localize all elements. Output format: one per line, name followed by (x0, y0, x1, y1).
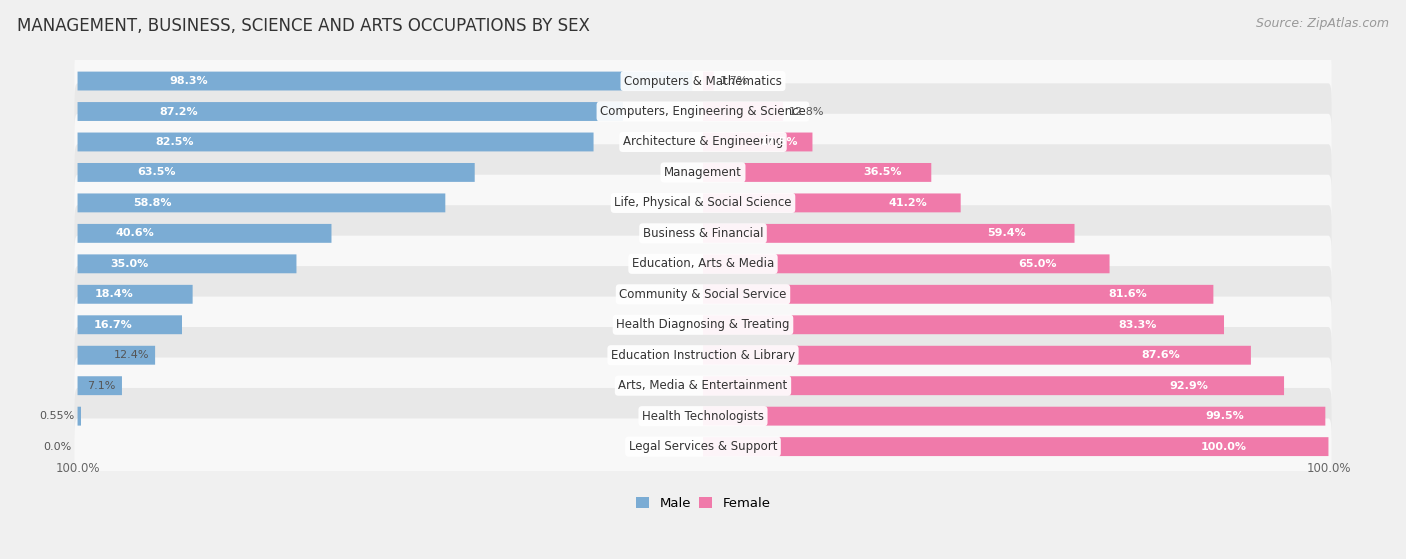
Text: 81.6%: 81.6% (1108, 290, 1147, 299)
Text: 12.4%: 12.4% (114, 350, 149, 360)
Text: 40.6%: 40.6% (115, 229, 155, 238)
Text: Architecture & Engineering: Architecture & Engineering (623, 135, 783, 149)
FancyBboxPatch shape (77, 285, 193, 304)
Text: 82.5%: 82.5% (155, 137, 194, 147)
Text: 12.8%: 12.8% (789, 107, 825, 116)
Text: MANAGEMENT, BUSINESS, SCIENCE AND ARTS OCCUPATIONS BY SEX: MANAGEMENT, BUSINESS, SCIENCE AND ARTS O… (17, 17, 589, 35)
Text: 83.3%: 83.3% (1118, 320, 1156, 330)
FancyBboxPatch shape (77, 132, 593, 151)
FancyBboxPatch shape (703, 376, 1284, 395)
FancyBboxPatch shape (77, 72, 692, 91)
FancyBboxPatch shape (75, 236, 1331, 292)
FancyBboxPatch shape (75, 83, 1331, 140)
Text: 99.5%: 99.5% (1206, 411, 1244, 421)
FancyBboxPatch shape (703, 407, 1326, 425)
FancyBboxPatch shape (75, 419, 1331, 475)
FancyBboxPatch shape (77, 376, 122, 395)
Text: 35.0%: 35.0% (111, 259, 149, 269)
Text: 100.0%: 100.0% (55, 462, 100, 475)
FancyBboxPatch shape (703, 163, 931, 182)
Text: Management: Management (664, 166, 742, 179)
FancyBboxPatch shape (703, 285, 1213, 304)
Text: 87.6%: 87.6% (1140, 350, 1180, 360)
Text: Source: ZipAtlas.com: Source: ZipAtlas.com (1256, 17, 1389, 30)
Text: 0.55%: 0.55% (39, 411, 75, 421)
Text: 65.0%: 65.0% (1018, 259, 1057, 269)
Text: 1.7%: 1.7% (720, 76, 748, 86)
Text: Health Diagnosing & Treating: Health Diagnosing & Treating (616, 318, 790, 331)
FancyBboxPatch shape (75, 388, 1331, 444)
FancyBboxPatch shape (703, 193, 960, 212)
Text: Computers, Engineering & Science: Computers, Engineering & Science (600, 105, 806, 118)
FancyBboxPatch shape (703, 315, 1225, 334)
Text: Arts, Media & Entertainment: Arts, Media & Entertainment (619, 379, 787, 392)
Text: 92.9%: 92.9% (1170, 381, 1209, 391)
Text: 41.2%: 41.2% (889, 198, 927, 208)
FancyBboxPatch shape (703, 254, 1109, 273)
Text: Education Instruction & Library: Education Instruction & Library (612, 349, 794, 362)
FancyBboxPatch shape (77, 193, 446, 212)
FancyBboxPatch shape (75, 205, 1331, 262)
Text: 63.5%: 63.5% (138, 168, 176, 177)
Text: 98.3%: 98.3% (170, 76, 208, 86)
Text: 36.5%: 36.5% (863, 168, 901, 177)
FancyBboxPatch shape (75, 266, 1331, 323)
Text: 58.8%: 58.8% (132, 198, 172, 208)
Text: Legal Services & Support: Legal Services & Support (628, 440, 778, 453)
FancyBboxPatch shape (77, 315, 181, 334)
FancyBboxPatch shape (75, 53, 1331, 109)
Text: Education, Arts & Media: Education, Arts & Media (631, 257, 775, 271)
Text: Computers & Mathematics: Computers & Mathematics (624, 74, 782, 88)
FancyBboxPatch shape (77, 407, 82, 425)
FancyBboxPatch shape (703, 72, 714, 91)
FancyBboxPatch shape (77, 346, 155, 364)
FancyBboxPatch shape (75, 144, 1331, 201)
Text: 16.7%: 16.7% (93, 320, 132, 330)
FancyBboxPatch shape (77, 224, 332, 243)
Text: 100.0%: 100.0% (1306, 462, 1351, 475)
Text: 59.4%: 59.4% (987, 229, 1026, 238)
FancyBboxPatch shape (703, 346, 1251, 364)
FancyBboxPatch shape (703, 132, 813, 151)
Text: Business & Financial: Business & Financial (643, 227, 763, 240)
FancyBboxPatch shape (75, 297, 1331, 353)
Text: 0.0%: 0.0% (44, 442, 72, 452)
FancyBboxPatch shape (77, 254, 297, 273)
FancyBboxPatch shape (75, 114, 1331, 170)
Legend: Male, Female: Male, Female (631, 493, 775, 514)
Text: 18.4%: 18.4% (94, 290, 134, 299)
Text: 17.5%: 17.5% (759, 137, 799, 147)
Text: 100.0%: 100.0% (1201, 442, 1247, 452)
Text: Health Technologists: Health Technologists (643, 410, 763, 423)
FancyBboxPatch shape (703, 437, 1329, 456)
FancyBboxPatch shape (703, 224, 1074, 243)
FancyBboxPatch shape (75, 358, 1331, 414)
FancyBboxPatch shape (77, 163, 475, 182)
FancyBboxPatch shape (75, 175, 1331, 231)
FancyBboxPatch shape (75, 327, 1331, 383)
FancyBboxPatch shape (77, 102, 623, 121)
Text: Community & Social Service: Community & Social Service (619, 288, 787, 301)
FancyBboxPatch shape (703, 102, 783, 121)
Text: Life, Physical & Social Science: Life, Physical & Social Science (614, 196, 792, 210)
Text: 7.1%: 7.1% (87, 381, 115, 391)
Text: 87.2%: 87.2% (159, 107, 198, 116)
